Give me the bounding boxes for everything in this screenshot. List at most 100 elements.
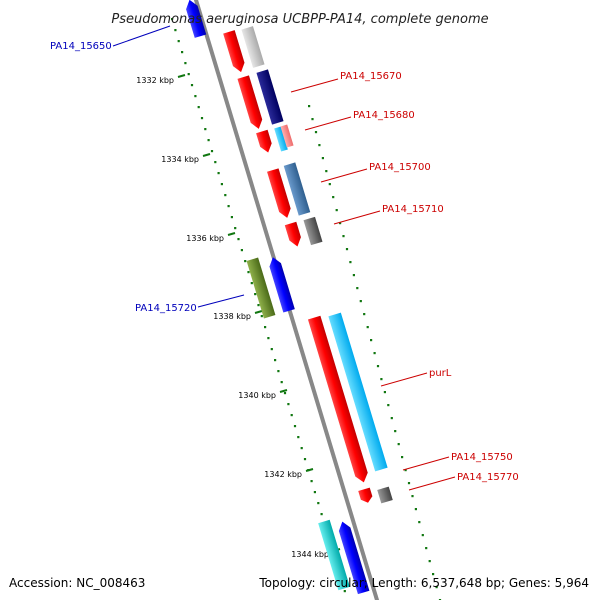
- ruler-dot: [220, 183, 223, 186]
- guide-dot: [345, 248, 349, 251]
- label-leaders: [112, 25, 456, 491]
- ruler-dot: [217, 172, 220, 175]
- guide-dot: [363, 313, 366, 316]
- guide-dot: [432, 573, 435, 576]
- ruler-dot: [343, 590, 346, 593]
- tick-mark: [177, 74, 186, 78]
- leader-line: [304, 116, 352, 131]
- cds-arrow: [283, 162, 311, 216]
- ruler-dot: [200, 117, 204, 120]
- leader-line: [402, 456, 450, 471]
- ruler-dot: [293, 425, 297, 428]
- leader-line: [290, 78, 339, 93]
- ruler-dot: [290, 414, 293, 417]
- tick-mark: [254, 310, 263, 314]
- leader-line: [112, 25, 171, 47]
- guide-dot: [390, 417, 393, 420]
- topology-text: Topology: circular; Length: 6,537,648 bp…: [258, 576, 589, 590]
- ruler-dot: [240, 249, 243, 252]
- ruler-dot: [267, 337, 270, 340]
- tick-mark: [305, 468, 314, 472]
- gene-label[interactable]: PA14_15750: [451, 452, 513, 463]
- tick-label: 1334 kbp: [161, 155, 199, 164]
- tick-label: 1336 kbp: [186, 234, 224, 243]
- tick-marks: [177, 74, 341, 552]
- gene-label[interactable]: PA14_15650: [50, 41, 112, 52]
- cds-arrow: [303, 216, 323, 246]
- ruler-dot: [257, 304, 260, 307]
- ruler-dot: [300, 447, 303, 450]
- guide-dot: [318, 144, 321, 147]
- ruler-dot: [283, 392, 287, 395]
- cds-arrow: [284, 221, 301, 247]
- ruler-dot: [264, 326, 267, 329]
- ruler-dot: [207, 139, 210, 142]
- gene-label[interactable]: PA14_15770: [457, 472, 519, 483]
- leader-line: [333, 210, 381, 225]
- ruler-dot: [230, 216, 233, 219]
- ruler-dot: [171, 18, 174, 21]
- ruler-dot: [234, 227, 237, 230]
- guide-dot: [359, 300, 362, 303]
- guide-dot: [404, 469, 407, 472]
- cds-arrow: [269, 257, 295, 313]
- tick-label: 1344 kbp: [291, 550, 329, 559]
- guide-dot: [370, 339, 373, 342]
- ruler-dot: [260, 315, 263, 318]
- ruler-dot: [317, 502, 320, 505]
- cds-arrow: [338, 521, 370, 595]
- gene-label[interactable]: PA14_15700: [369, 162, 431, 173]
- guide-dot: [435, 586, 438, 589]
- guide-dot: [335, 209, 338, 212]
- guide-dot: [332, 196, 335, 199]
- gene-label[interactable]: purL: [429, 368, 452, 379]
- tick-mark: [227, 232, 236, 236]
- cds-arrow: [307, 315, 368, 483]
- ruler-dot: [247, 271, 250, 274]
- guide-dot: [308, 105, 311, 108]
- guide-dot: [356, 287, 359, 290]
- tick-label: 1332 kbp: [136, 76, 174, 85]
- cds-arrow: [328, 312, 388, 472]
- cds-arrow: [274, 126, 288, 152]
- guide-dot: [342, 235, 345, 238]
- ruler-dot: [280, 381, 283, 384]
- guide-dot: [383, 391, 386, 394]
- cds-arrow: [256, 69, 284, 125]
- gene-label[interactable]: PA14_15670: [340, 71, 402, 82]
- gene-label[interactable]: PA14_15710: [382, 204, 444, 215]
- gene-label[interactable]: PA14_15720: [135, 303, 197, 314]
- ruler-dot: [194, 95, 197, 98]
- cds-arrow: [241, 26, 265, 68]
- tick-label: 1342 kbp: [264, 470, 302, 479]
- ruler-dot: [303, 458, 307, 461]
- guide-dot: [418, 521, 421, 524]
- cds-arrow: [246, 257, 276, 319]
- guide-dot: [380, 378, 383, 381]
- gene-labels: PA14_15650 PA14_15670 PA14_15680 PA14_15700…: [50, 41, 519, 483]
- ruler-dot: [197, 106, 200, 109]
- guide-dot: [349, 261, 352, 264]
- cds-arrow: [186, 0, 207, 38]
- ruler-dot: [277, 370, 280, 373]
- ruler-dot: [287, 403, 290, 406]
- tick-mark: [279, 389, 288, 393]
- ruler-dot: [250, 282, 253, 285]
- ruler-dot: [174, 29, 177, 32]
- guide-dot: [339, 222, 342, 225]
- guide-dot: [311, 118, 314, 121]
- tick-ruler: [171, 18, 346, 593]
- cds-arrow: [358, 487, 373, 503]
- tick-label: 1338 kbp: [213, 312, 251, 321]
- cds-arrow: [267, 168, 291, 218]
- ruler-dot: [310, 480, 313, 483]
- leader-line: [380, 372, 428, 387]
- guide-dot: [411, 495, 414, 498]
- leader-line: [408, 476, 456, 491]
- ruler-dot: [181, 51, 184, 54]
- guide-dot: [321, 157, 324, 160]
- gene-label[interactable]: PA14_15680: [353, 110, 415, 121]
- guide-dot: [397, 443, 400, 446]
- guide-dot: [376, 365, 380, 368]
